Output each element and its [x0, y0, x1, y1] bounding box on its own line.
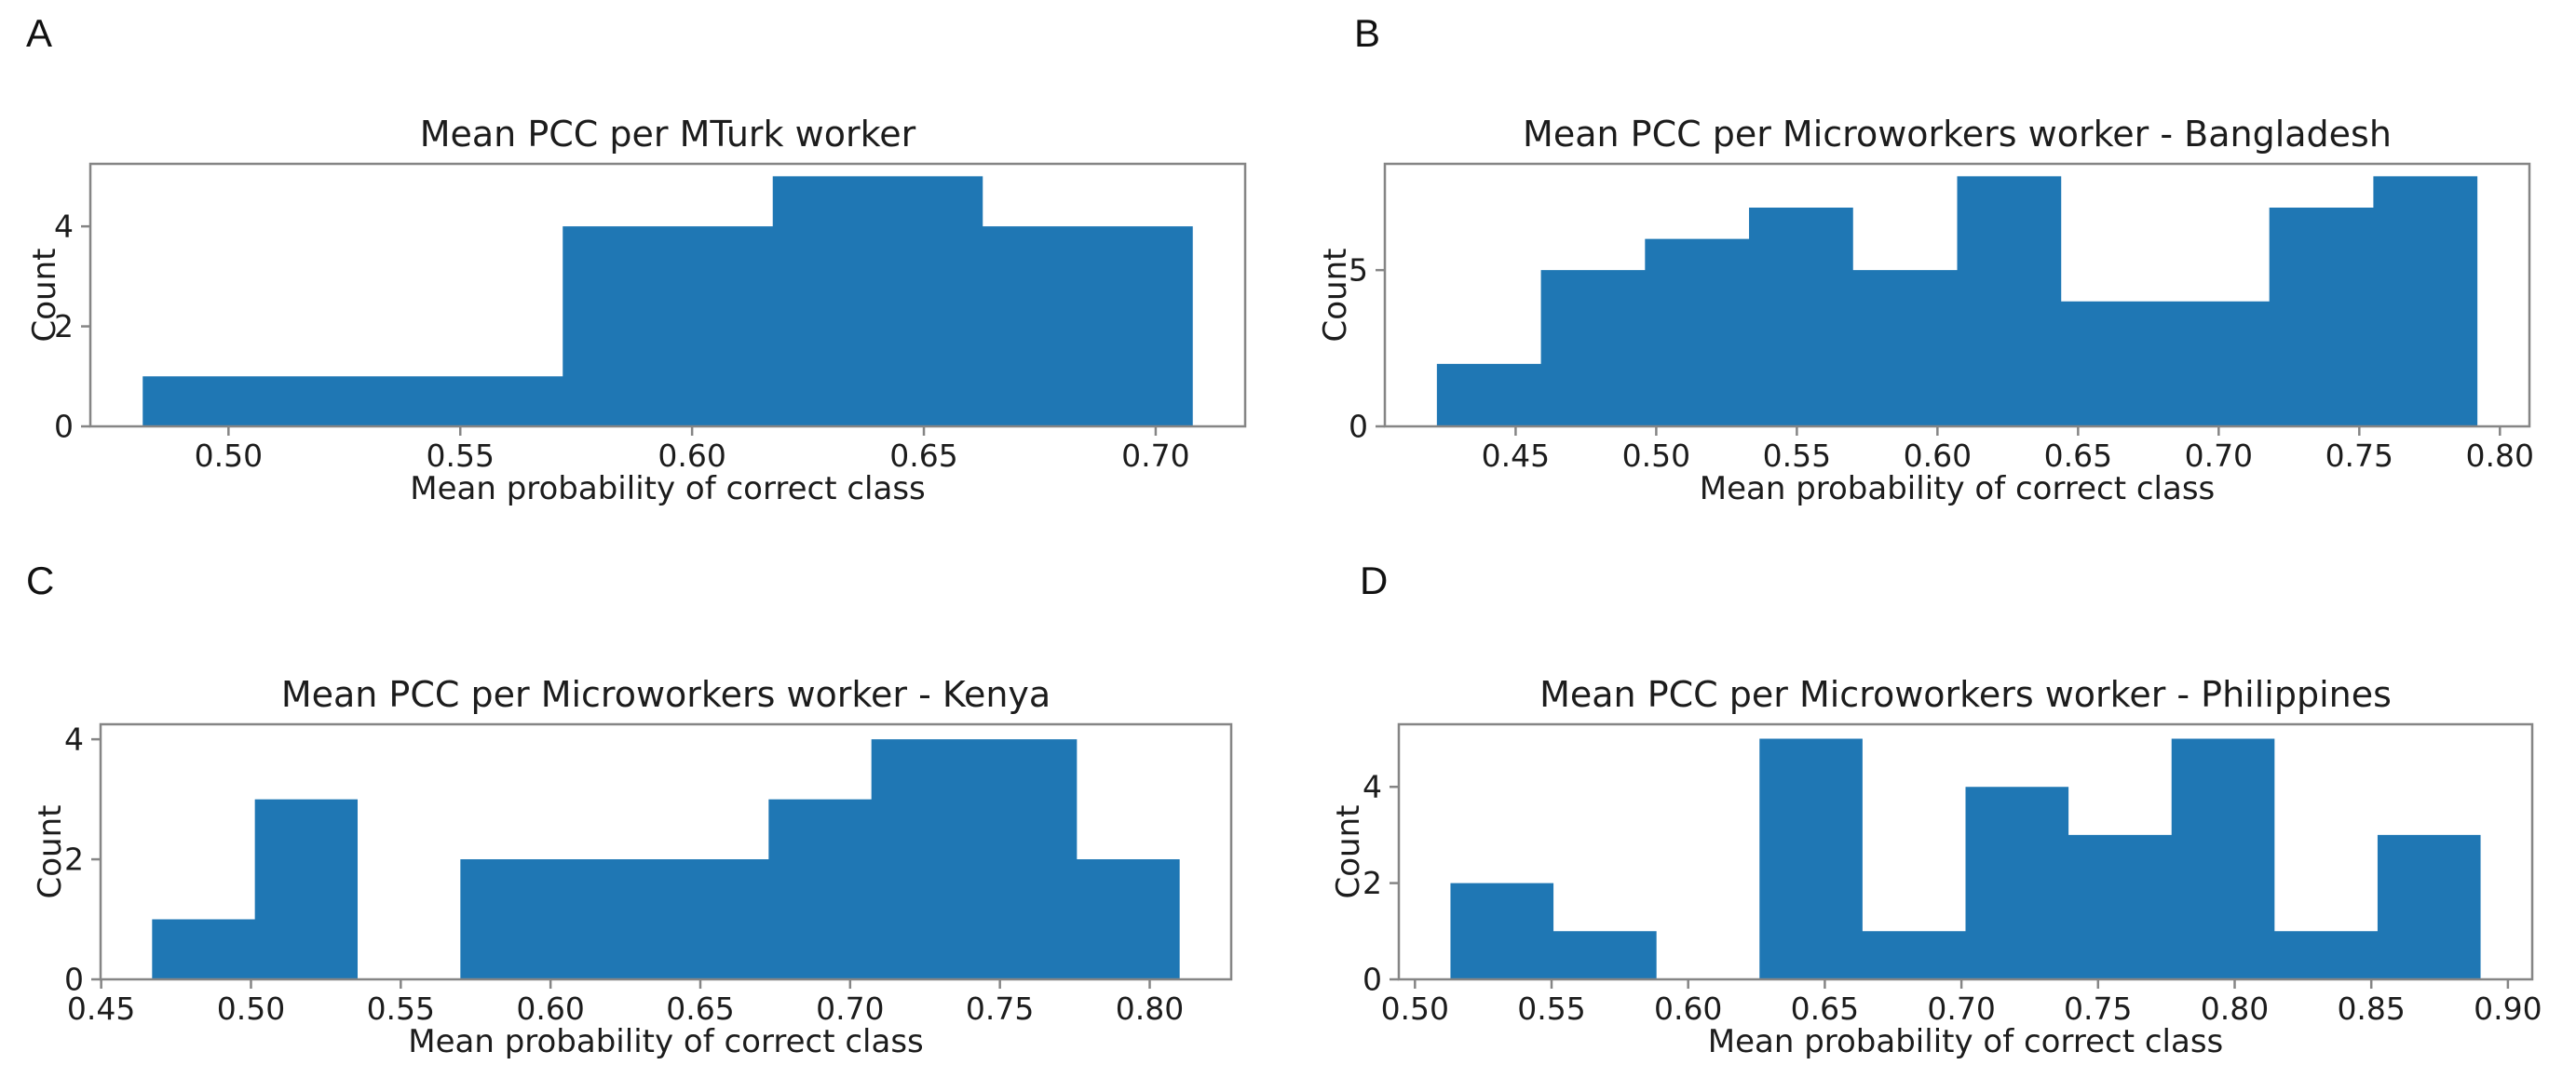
y-tick-label: 0: [54, 409, 74, 445]
x-axis-label-d: Mean probability of correct class: [1707, 1023, 2224, 1060]
y-tick-label: 4: [54, 209, 74, 245]
histogram-bars-a: [142, 176, 1193, 426]
y-axis-label-b: Count: [1317, 248, 1354, 343]
y-tick-label: 4: [1363, 769, 1382, 805]
panel-label-b: B: [1354, 11, 1381, 55]
y-axis-label-d: Count: [1330, 804, 1367, 899]
chart-title-a: Mean PCC per MTurk worker: [419, 114, 916, 155]
x-tick-label: 0.75: [966, 991, 1034, 1027]
x-axis-label-b: Mean probability of correct class: [1699, 470, 2216, 507]
x-tick-label: 0.75: [2325, 438, 2393, 474]
x-tick-label: 0.70: [1927, 991, 1995, 1027]
x-tick-label: 0.55: [426, 438, 494, 474]
chart-title-d: Mean PCC per Microworkers worker - Phili…: [1539, 674, 2392, 715]
y-tick-label: 0: [64, 962, 84, 998]
x-tick-label: 0.55: [1763, 438, 1831, 474]
x-tick-label: 0.80: [2201, 991, 2269, 1027]
x-tick-label: 0.85: [2337, 991, 2405, 1027]
x-tick-label: 0.60: [1904, 438, 1972, 474]
x-tick-label: 0.80: [1116, 991, 1184, 1027]
x-tick-label: 0.50: [217, 991, 285, 1027]
x-tick-label: 0.60: [516, 991, 584, 1027]
axes-frame-d: [1397, 722, 2534, 981]
x-axis-label-c: Mean probability of correct class: [408, 1023, 924, 1060]
x-tick-label: 0.90: [2474, 991, 2542, 1027]
x-tick-label: 0.50: [1622, 438, 1690, 474]
y-tick-label: 4: [64, 721, 84, 758]
x-tick-label: 0.70: [816, 991, 884, 1027]
y-tick-label: 0: [1349, 409, 1368, 445]
x-tick-label: 0.50: [1381, 991, 1449, 1027]
histogram-bars-c: [152, 739, 1180, 979]
y-axis-label-c: Count: [32, 804, 69, 899]
x-tick-label: 0.60: [658, 438, 725, 474]
axes-frame-a: [88, 162, 1247, 428]
panel-label-d: D: [1360, 559, 1389, 602]
x-tick-label: 0.50: [195, 438, 263, 474]
chart-title-b: Mean PCC per Microworkers worker - Bangl…: [1523, 114, 2392, 155]
x-tick-label: 0.65: [666, 991, 734, 1027]
axes-frame-c: [99, 722, 1233, 981]
y-tick-label: 0: [1363, 962, 1382, 998]
x-tick-label: 0.45: [67, 991, 135, 1027]
x-axis-label-a: Mean probability of correct class: [410, 470, 926, 507]
x-tick-label: 0.65: [889, 438, 957, 474]
histogram-bars-d: [1450, 738, 2481, 979]
y-axis-label-a: Count: [26, 248, 63, 343]
x-tick-label: 0.65: [1791, 991, 1859, 1027]
x-tick-label: 0.70: [2185, 438, 2253, 474]
histogram-bars-b: [1436, 176, 2478, 426]
x-tick-label: 0.55: [1517, 991, 1585, 1027]
y-tick-label: 5: [1349, 252, 1368, 289]
x-tick-label: 0.75: [2064, 991, 2132, 1027]
x-tick-label: 0.45: [1482, 438, 1550, 474]
x-tick-label: 0.65: [2044, 438, 2112, 474]
chart-title-c: Mean PCC per Microworkers worker - Kenya: [280, 674, 1051, 715]
x-tick-label: 0.70: [1121, 438, 1189, 474]
y-tick-label: 2: [64, 842, 84, 878]
x-tick-label: 0.55: [367, 991, 435, 1027]
panel-label-c: C: [26, 559, 55, 602]
panel-label-a: A: [26, 11, 53, 55]
x-tick-label: 0.60: [1654, 991, 1722, 1027]
x-tick-label: 0.80: [2466, 438, 2534, 474]
y-tick-label: 2: [54, 308, 74, 344]
axes-frame-b: [1383, 162, 2531, 428]
y-tick-label: 2: [1363, 865, 1382, 901]
